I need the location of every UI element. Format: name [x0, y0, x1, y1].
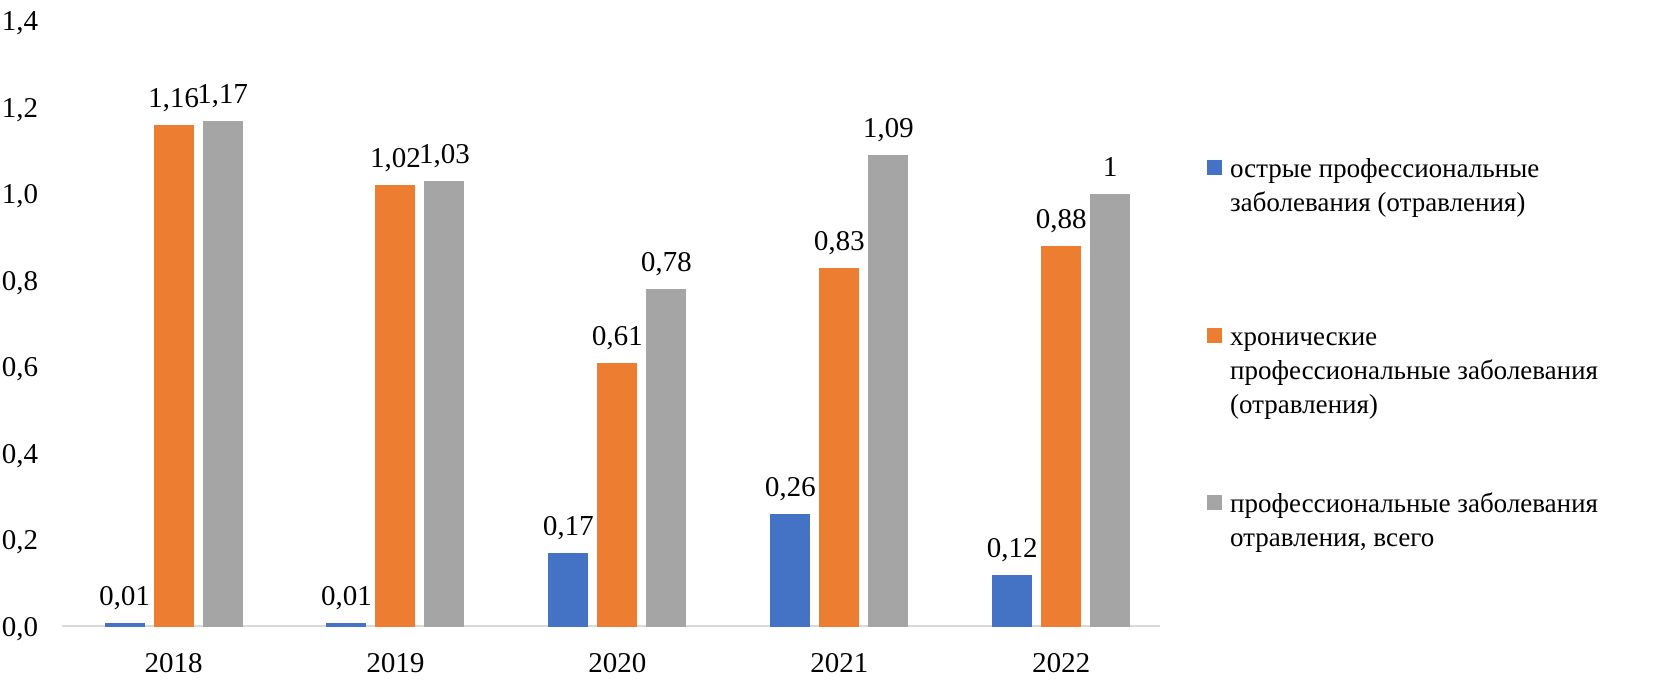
legend-item-total: профессиональные заболевания отравления,… [1207, 486, 1598, 554]
bar-group-2020: 0,17 0,61 0,78 [543, 246, 692, 627]
y-tick-label: 1,0 [1, 178, 38, 211]
legend: острые профессиональные заболевания (отр… [1207, 0, 1647, 681]
legend-label: хронические профессиональные заболевания… [1230, 321, 1598, 419]
bar-series1-2021: 0,26 [765, 471, 816, 627]
y-tick-label: 0,6 [1, 351, 38, 384]
bar-group-2018: 0,01 1,16 1,17 [99, 78, 248, 627]
bar-series2-2020: 0,61 [592, 320, 643, 627]
bar-series1-2018: 0,01 [99, 580, 150, 627]
bar-group-2022: 0,12 0,88 1 [987, 151, 1131, 627]
bar-value-label: 1,09 [862, 112, 914, 144]
legend-marker-orange-icon [1207, 328, 1222, 343]
legend-label: профессиональные заболевания отравления,… [1230, 488, 1598, 552]
legend-marker-blue-icon [1207, 160, 1222, 175]
x-tick-label: 2018 [144, 647, 203, 679]
bar-value-label: 0,12 [986, 532, 1038, 564]
bar-value-label: 0,78 [640, 246, 692, 278]
y-tick-label: 0,2 [1, 524, 38, 557]
bar-series2-2019: 1,02 [370, 142, 421, 627]
legend-marker-gray-icon [1207, 495, 1222, 510]
x-tick-label: 2019 [366, 647, 425, 679]
y-tick-label: 1,4 [1, 5, 38, 37]
x-tick-label: 2022 [1032, 647, 1091, 679]
bar-value-label: 0,26 [764, 471, 816, 503]
y-tick-label: 0,4 [1, 437, 38, 470]
bar-series3-2020: 0,78 [641, 246, 692, 627]
bar-series3-2022: 1 [1090, 151, 1131, 627]
bar-series3-2019: 1,03 [419, 138, 470, 627]
bar-series1-2020: 0,17 [543, 510, 594, 627]
bar-value-label: 0,01 [321, 580, 372, 612]
bar-value-label: 0,61 [591, 320, 643, 352]
bar-series3-2021: 1,09 [863, 112, 914, 627]
bar-value-label: 0,88 [1035, 203, 1087, 235]
bar-series3-2018: 1,17 [197, 78, 248, 627]
bar-value-label: 0,01 [99, 580, 150, 612]
y-tick-label: 0,8 [1, 264, 38, 297]
bar-series1-2019: 0,01 [321, 580, 372, 627]
bar-group-2019: 0,01 1,02 1,03 [321, 138, 470, 627]
legend-label: острые профессиональные заболевания (отр… [1230, 153, 1540, 217]
bar-value-label: 1,16 [148, 82, 199, 114]
x-tick-label: 2020 [588, 647, 647, 679]
bar-series2-2018: 1,16 [148, 82, 199, 627]
bar-value-label: 0,17 [542, 510, 594, 542]
bar-series1-2022: 0,12 [987, 532, 1037, 627]
bar-value-label: 1,17 [197, 78, 248, 110]
bar-series2-2022: 0,88 [1036, 203, 1086, 627]
bar-group-2021: 0,26 0,83 1,09 [765, 112, 914, 627]
bar-series2-2021: 0,83 [814, 225, 865, 627]
bar-value-label: 1 [1102, 151, 1118, 183]
bar-value-label: 0,83 [813, 225, 865, 257]
y-tick-label: 0,0 [1, 611, 38, 643]
x-tick-label: 2021 [810, 647, 869, 679]
y-tick-label: 1,2 [1, 91, 38, 124]
bar-value-label: 1,02 [370, 142, 421, 174]
bar-value-label: 1,03 [419, 138, 470, 170]
legend-item-acute: острые профессиональные заболевания (отр… [1207, 151, 1539, 219]
legend-item-chronic: хронические профессиональные заболевания… [1207, 319, 1598, 421]
